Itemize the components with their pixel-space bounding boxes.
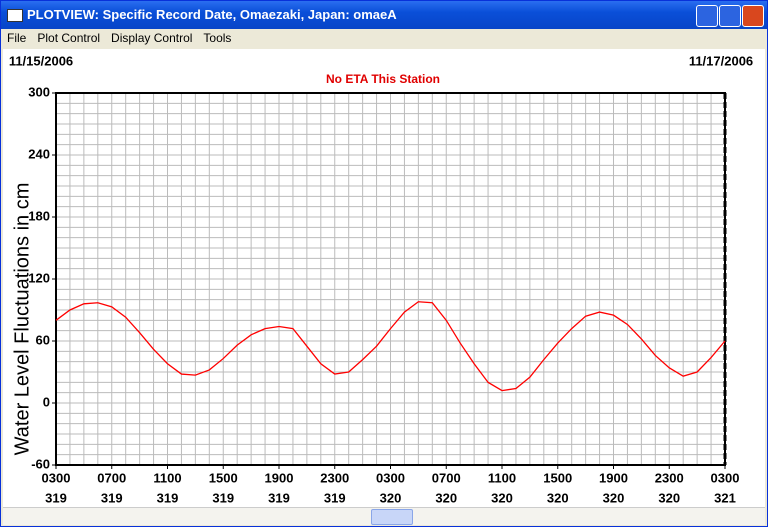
y-tick-label: -60 <box>31 456 50 471</box>
x-tick-day: 320 <box>491 490 513 505</box>
x-tick-day: 320 <box>380 490 402 505</box>
x-tick-day: 320 <box>435 490 457 505</box>
x-tick-day: 320 <box>603 490 625 505</box>
data-line <box>55 301 726 392</box>
x-tick-day: 319 <box>212 490 234 505</box>
x-tick-day: 321 <box>714 490 736 505</box>
y-tick-label: 0 <box>43 394 50 409</box>
x-tick-day: 319 <box>268 490 290 505</box>
menu-item[interactable]: Plot Control <box>37 31 101 45</box>
x-tick-label: 1100 <box>488 470 516 485</box>
window-title: PLOTVIEW: Specific Record Date, Omaezaki… <box>27 7 397 22</box>
maximize-button[interactable] <box>719 5 741 27</box>
x-tick-label: 1500 <box>209 470 238 485</box>
x-tick-label: 0300 <box>711 470 740 485</box>
menu-item[interactable]: File <box>7 31 27 45</box>
y-axis-label: Water Level Fluctuations in cm <box>11 183 33 456</box>
x-tick-day: 319 <box>101 490 123 505</box>
x-tick-label: 0300 <box>42 470 71 485</box>
y-tick-label: 60 <box>36 332 50 347</box>
x-tick-day: 319 <box>45 490 67 505</box>
x-tick-day: 320 <box>547 490 569 505</box>
x-tick-day: 319 <box>157 490 179 505</box>
x-tick-label: 2300 <box>320 470 349 485</box>
y-tick-label: 120 <box>28 270 50 285</box>
subtitle: No ETA This Station <box>326 72 440 86</box>
title-bar: PLOTVIEW: Specific Record Date, Omaezaki… <box>1 1 767 29</box>
chart: 11/15/2006 11/17/2006 No ETA This Statio… <box>3 49 765 507</box>
x-tick-day: 320 <box>658 490 680 505</box>
x-tick-label: 1900 <box>599 470 628 485</box>
x-tick-label: 1100 <box>153 470 181 485</box>
x-tick-label: 0700 <box>97 470 126 485</box>
x-tick-label: 1900 <box>265 470 294 485</box>
y-tick-label: 300 <box>28 84 50 99</box>
horizontal-scrollbar[interactable] <box>3 507 765 525</box>
x-tick-label: 0300 <box>376 470 405 485</box>
x-tick-label: 0700 <box>432 470 461 485</box>
x-tick-day: 319 <box>324 490 346 505</box>
minimize-button[interactable] <box>696 5 718 27</box>
x-tick-label: 1500 <box>543 470 572 485</box>
end-date: 11/17/2006 <box>689 53 753 68</box>
y-tick-label: 240 <box>28 146 50 161</box>
y-tick-label: 180 <box>28 208 50 223</box>
menu-item[interactable]: Display Control <box>111 31 193 45</box>
menu-bar: File Plot Control Display Control Tools <box>1 29 767 48</box>
close-button[interactable] <box>742 5 764 27</box>
menu-item[interactable]: Tools <box>203 31 232 45</box>
start-date: 11/15/2006 <box>9 53 73 68</box>
x-tick-label: 2300 <box>655 470 684 485</box>
